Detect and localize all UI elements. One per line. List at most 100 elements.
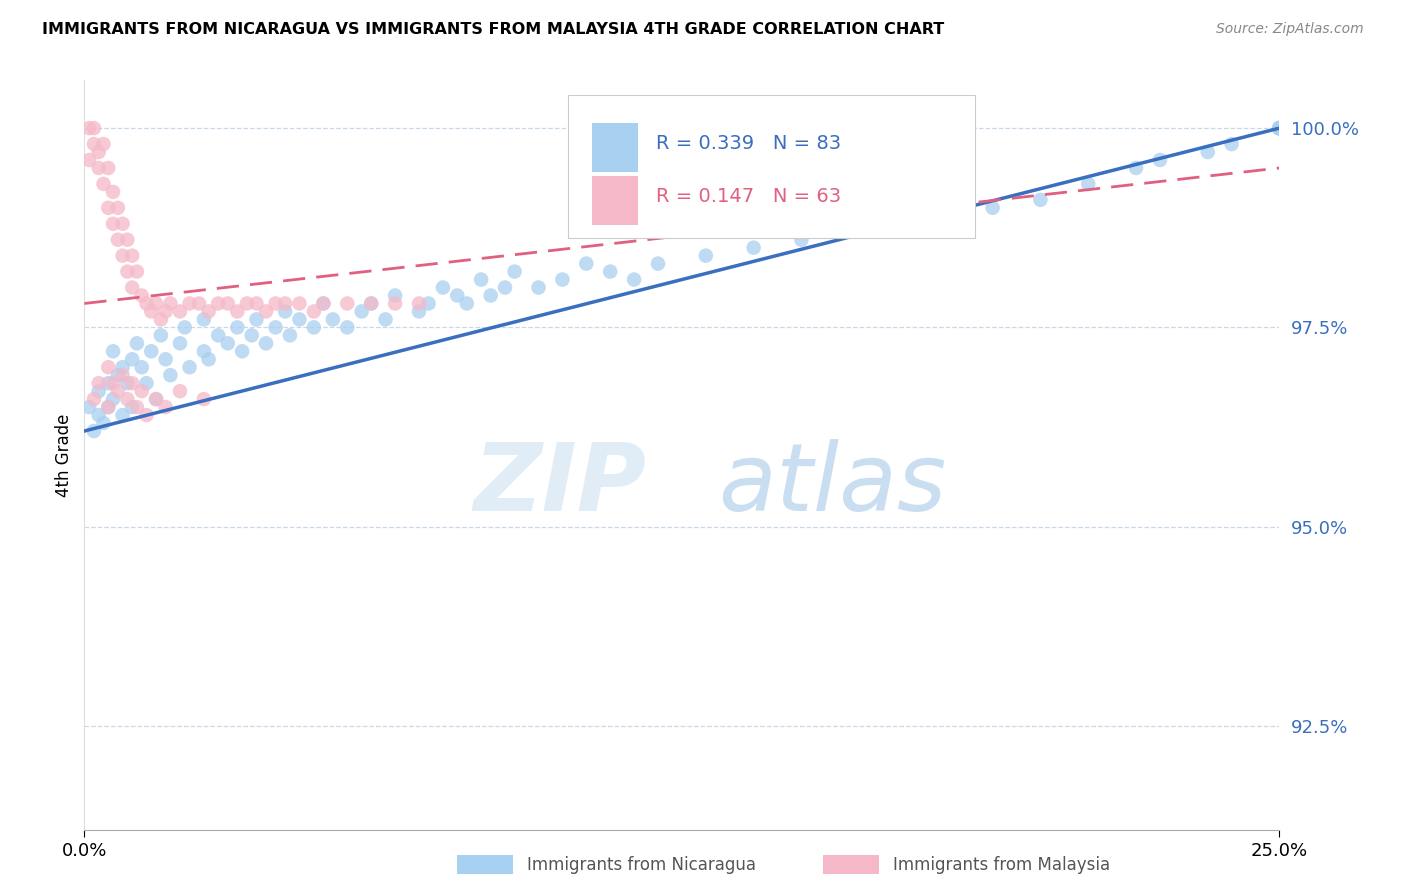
Point: [131, 360, 153, 375]
Point: [87, 376, 110, 391]
Point: [188, 296, 211, 310]
Point: [254, 304, 277, 318]
Point: [117, 392, 139, 406]
Point: [193, 392, 215, 406]
Point: [101, 376, 124, 391]
Point: [145, 296, 167, 310]
Point: [131, 384, 153, 399]
Point: [360, 296, 382, 310]
Point: [226, 304, 249, 318]
Point: [217, 296, 239, 310]
Point: [83, 424, 105, 438]
Point: [231, 344, 253, 359]
Text: ZIP: ZIP: [474, 439, 647, 531]
Point: [169, 384, 191, 399]
Point: [97, 376, 120, 391]
Point: [125, 264, 148, 278]
Text: atlas: atlas: [718, 440, 946, 531]
Point: [384, 288, 406, 302]
Point: [264, 296, 287, 310]
Point: [193, 344, 215, 359]
Point: [226, 320, 249, 334]
Point: [117, 264, 139, 278]
Point: [117, 233, 139, 247]
Point: [418, 296, 440, 310]
Point: [336, 320, 359, 334]
Point: [408, 304, 430, 318]
Point: [240, 328, 263, 343]
Point: [135, 376, 157, 391]
Point: [111, 217, 134, 231]
Point: [173, 320, 195, 334]
Point: [197, 304, 219, 318]
Point: [155, 400, 177, 414]
Point: [145, 392, 167, 406]
Point: [254, 336, 277, 351]
Point: [111, 368, 134, 383]
FancyBboxPatch shape: [568, 95, 974, 237]
Text: Source: ZipAtlas.com: Source: ZipAtlas.com: [1216, 22, 1364, 37]
Point: [494, 280, 516, 294]
Point: [647, 257, 669, 271]
Text: R = 0.339   N = 83: R = 0.339 N = 83: [655, 135, 841, 153]
Point: [169, 336, 191, 351]
Point: [121, 376, 143, 391]
Text: Immigrants from Malaysia: Immigrants from Malaysia: [893, 856, 1109, 874]
Point: [1268, 121, 1291, 136]
FancyBboxPatch shape: [592, 123, 638, 172]
Point: [217, 336, 239, 351]
Point: [107, 233, 129, 247]
Point: [336, 296, 359, 310]
Point: [934, 209, 956, 223]
Point: [87, 145, 110, 159]
Point: [623, 272, 645, 286]
Text: R = 0.147   N = 63: R = 0.147 N = 63: [655, 187, 841, 206]
Point: [179, 360, 201, 375]
Point: [1149, 153, 1171, 167]
Point: [599, 264, 621, 278]
Point: [245, 312, 267, 326]
Point: [107, 201, 129, 215]
Point: [179, 296, 201, 310]
Point: [135, 296, 157, 310]
Point: [1197, 145, 1219, 159]
Point: [350, 304, 373, 318]
Point: [77, 153, 100, 167]
Point: [97, 400, 120, 414]
Point: [97, 161, 120, 175]
Point: [479, 288, 502, 302]
Point: [236, 296, 259, 310]
Point: [432, 280, 454, 294]
Point: [207, 296, 229, 310]
Point: [111, 249, 134, 263]
Point: [742, 241, 765, 255]
Point: [149, 328, 172, 343]
Point: [101, 217, 124, 231]
Point: [264, 320, 287, 334]
Point: [111, 408, 134, 422]
Point: [141, 344, 163, 359]
Y-axis label: 4th Grade: 4th Grade: [55, 413, 73, 497]
Point: [1268, 121, 1291, 136]
Point: [446, 288, 468, 302]
Point: [121, 249, 143, 263]
Point: [83, 392, 105, 406]
Point: [790, 233, 813, 247]
Point: [838, 225, 860, 239]
Point: [374, 312, 396, 326]
Point: [93, 136, 115, 151]
Point: [101, 392, 124, 406]
Point: [121, 352, 143, 367]
Point: [121, 280, 143, 294]
Point: [527, 280, 550, 294]
Point: [384, 296, 406, 310]
Point: [155, 304, 177, 318]
Point: [149, 312, 172, 326]
Point: [197, 352, 219, 367]
Point: [93, 416, 115, 430]
Point: [278, 328, 301, 343]
Point: [101, 344, 124, 359]
Point: [87, 161, 110, 175]
Point: [551, 272, 574, 286]
Point: [274, 304, 297, 318]
